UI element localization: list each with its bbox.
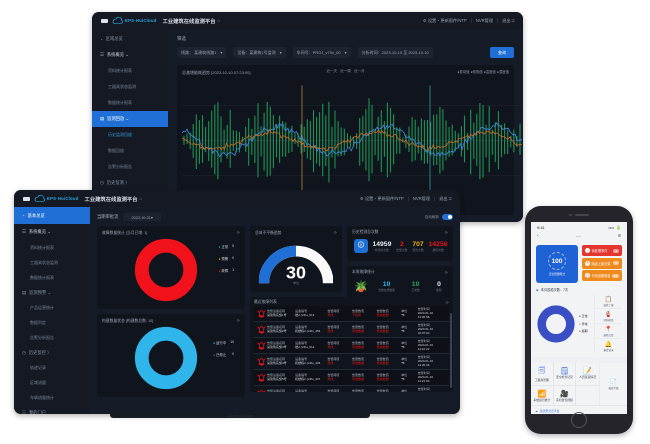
svg-text:30: 30 [286,263,306,283]
